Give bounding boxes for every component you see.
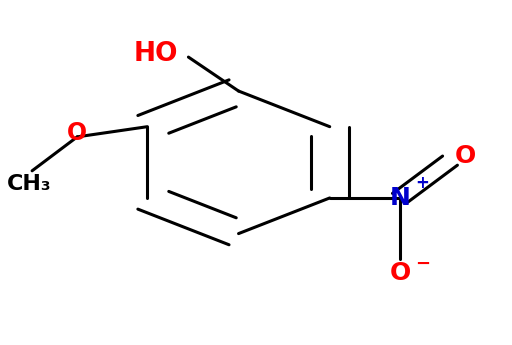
Text: O: O bbox=[389, 260, 411, 285]
Text: −: − bbox=[415, 255, 430, 273]
Text: +: + bbox=[416, 174, 430, 192]
Text: N: N bbox=[390, 186, 410, 210]
Text: O: O bbox=[455, 144, 476, 168]
Text: O: O bbox=[67, 121, 87, 146]
Text: HO: HO bbox=[134, 41, 178, 67]
Text: CH₃: CH₃ bbox=[7, 174, 52, 194]
